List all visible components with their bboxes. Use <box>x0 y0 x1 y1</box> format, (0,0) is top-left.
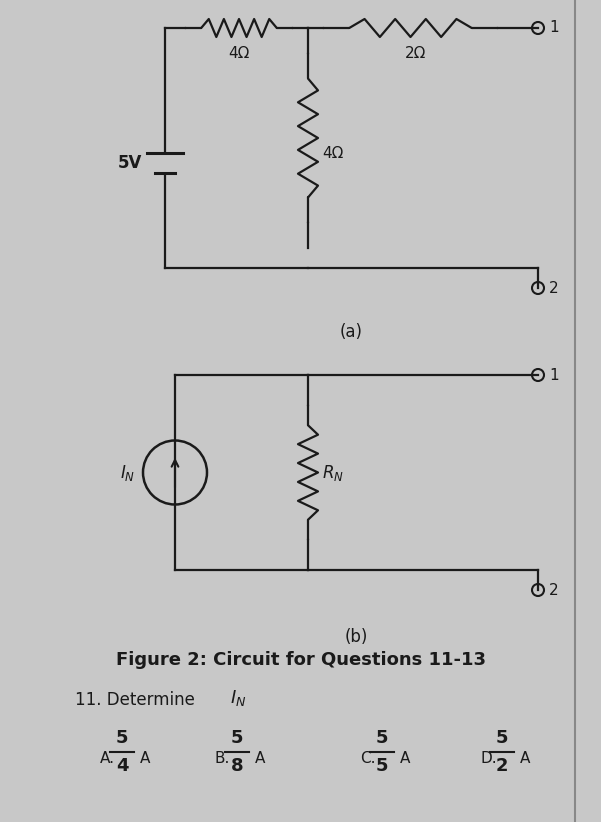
Text: 4Ω: 4Ω <box>228 46 249 61</box>
Text: 1: 1 <box>549 21 558 35</box>
Text: A: A <box>140 750 150 765</box>
Text: (b): (b) <box>345 628 368 646</box>
Text: 4Ω: 4Ω <box>322 145 343 160</box>
Text: A: A <box>520 750 530 765</box>
Text: A: A <box>400 750 410 765</box>
Text: 5: 5 <box>496 729 508 747</box>
Text: $R_N$: $R_N$ <box>322 463 344 483</box>
Text: Figure 2: Circuit for Questions 11-13: Figure 2: Circuit for Questions 11-13 <box>115 651 486 669</box>
Text: 2Ω: 2Ω <box>405 46 426 61</box>
Text: 5: 5 <box>116 729 128 747</box>
Text: 5V: 5V <box>118 154 142 172</box>
Text: 2: 2 <box>549 280 558 295</box>
Text: $I_N$: $I_N$ <box>230 688 246 708</box>
Text: A.: A. <box>100 750 115 765</box>
Text: 5: 5 <box>376 757 388 775</box>
Text: A: A <box>255 750 266 765</box>
Text: 5: 5 <box>376 729 388 747</box>
Text: (a): (a) <box>340 323 363 341</box>
Text: C.: C. <box>360 750 376 765</box>
Text: 8: 8 <box>231 757 243 775</box>
Text: B.: B. <box>215 750 230 765</box>
Text: $I_N$: $I_N$ <box>120 463 135 483</box>
Text: 2: 2 <box>549 583 558 598</box>
Text: 2: 2 <box>496 757 508 775</box>
Text: 5: 5 <box>231 729 243 747</box>
Text: 1: 1 <box>549 367 558 382</box>
Text: D.: D. <box>480 750 496 765</box>
Text: 11. Determine: 11. Determine <box>75 691 200 709</box>
Text: 4: 4 <box>116 757 128 775</box>
